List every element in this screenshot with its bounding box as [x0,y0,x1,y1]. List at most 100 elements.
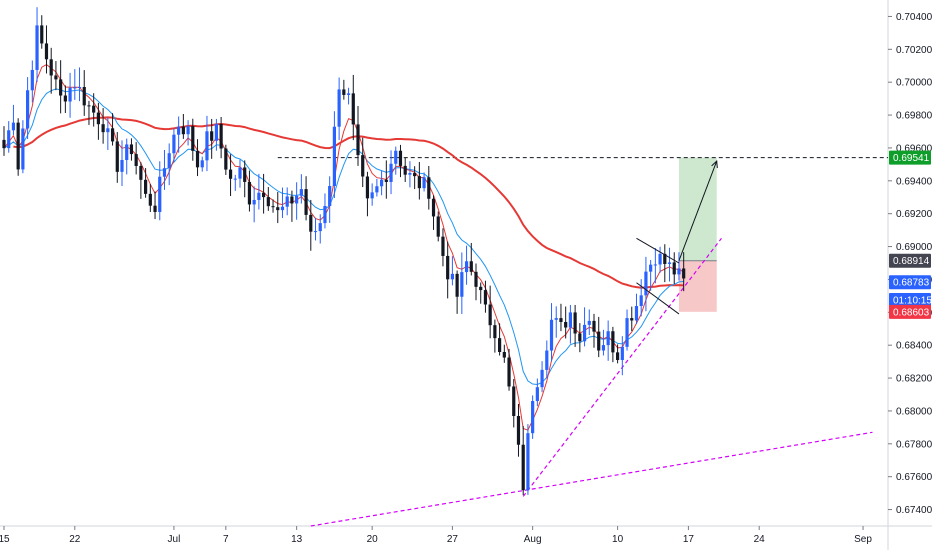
candle-body[interactable] [144,179,148,194]
candle-body[interactable] [365,176,370,199]
candle-body[interactable] [7,130,11,149]
candle-body[interactable] [290,196,294,204]
candle-body[interactable] [313,231,318,233]
candle-body[interactable] [77,87,82,89]
candle-body[interactable] [361,155,365,177]
candle-body[interactable] [677,268,681,275]
candle-body[interactable] [285,196,289,207]
candle-body[interactable] [531,401,535,434]
candle-body[interactable] [403,165,407,175]
candle-body[interactable] [559,318,563,322]
candle-body[interactable] [228,169,233,179]
candle-body[interactable] [441,236,445,256]
candle-body[interactable] [620,346,624,361]
candle-body[interactable] [408,173,412,175]
candle-body[interactable] [304,189,308,215]
candle-body[interactable] [597,331,601,351]
candle-body[interactable] [639,295,643,306]
candle-body[interactable] [271,206,275,208]
candle-body[interactable] [195,150,200,168]
candle-body[interactable] [205,131,209,161]
candle-body[interactable] [672,262,676,275]
candle-body[interactable] [431,198,436,217]
candle-body[interactable] [526,433,530,491]
candle-body[interactable] [92,105,96,113]
candle-body[interactable] [162,168,167,177]
candle-body[interactable] [667,262,672,264]
candle-body[interactable] [625,318,629,347]
candle-body[interactable] [582,324,587,342]
candle-body[interactable] [578,333,582,342]
candle-body[interactable] [323,206,327,224]
candle-body[interactable] [521,444,525,491]
candle-body[interactable] [224,148,228,170]
candle-body[interactable] [134,154,138,166]
candle-body[interactable] [384,179,388,182]
candle-body[interactable] [35,25,39,70]
price-tag[interactable] [889,292,931,307]
candle-body[interactable] [21,128,25,170]
price-tag[interactable] [889,150,931,165]
candle-body[interactable] [106,128,110,133]
candle-body[interactable] [380,179,384,187]
candle-body[interactable] [564,321,568,328]
candle-body[interactable] [606,331,610,346]
candle-body[interactable] [172,134,176,154]
candle-body[interactable] [328,186,332,207]
candle-body[interactable] [262,192,266,198]
candle-body[interactable] [318,223,322,232]
candle-body[interactable] [210,131,214,141]
candle-body[interactable] [507,357,511,387]
candle-body[interactable] [82,87,86,106]
candle-body[interactable] [247,181,252,205]
candle-body[interactable] [110,128,115,142]
candle-body[interactable] [219,123,223,149]
candle-body[interactable] [181,126,185,135]
candle-body[interactable] [644,271,648,296]
candle-body[interactable] [295,195,299,204]
candle-body[interactable] [611,331,615,353]
candle-body[interactable] [488,304,492,326]
candle-body[interactable] [276,207,280,211]
candle-body[interactable] [446,255,450,280]
candle-body[interactable] [370,192,374,199]
candle-body[interactable] [394,150,398,164]
candle-body[interactable] [455,273,459,297]
candle-body[interactable] [139,165,143,180]
candle-body[interactable] [191,126,195,151]
candle-body[interactable] [682,268,686,279]
candle-body[interactable] [568,312,572,328]
candle-body[interactable] [153,205,157,212]
candle-body[interactable] [158,176,162,212]
candle-body[interactable] [460,272,464,297]
candle-body[interactable] [148,193,152,206]
candle-body[interactable] [498,338,502,353]
price-tag[interactable] [889,275,931,290]
candle-body[interactable] [101,124,105,133]
candle-body[interactable] [601,345,606,351]
candle-body[interactable] [653,264,657,266]
candle-body[interactable] [243,167,247,182]
candle-body[interactable] [280,206,285,211]
price-tag[interactable] [889,253,931,268]
candle-body[interactable] [49,59,53,76]
candle-body[interactable] [257,192,261,200]
candle-body[interactable] [413,173,417,177]
candle-body[interactable] [535,387,539,402]
candle-body[interactable] [59,79,63,96]
candle-body[interactable] [389,163,393,182]
candle-body[interactable] [573,312,577,334]
candle-body[interactable] [427,177,431,199]
candle-body[interactable] [630,318,634,321]
candle-body[interactable] [663,253,667,264]
candle-body[interactable] [483,290,488,305]
candle-body[interactable] [417,176,421,189]
candle-body[interactable] [54,75,58,80]
candle-body[interactable] [479,286,483,291]
candle-body[interactable] [73,87,77,89]
candle-body[interactable] [540,369,544,388]
candle-body[interactable] [200,160,204,168]
candle-body[interactable] [549,319,554,351]
